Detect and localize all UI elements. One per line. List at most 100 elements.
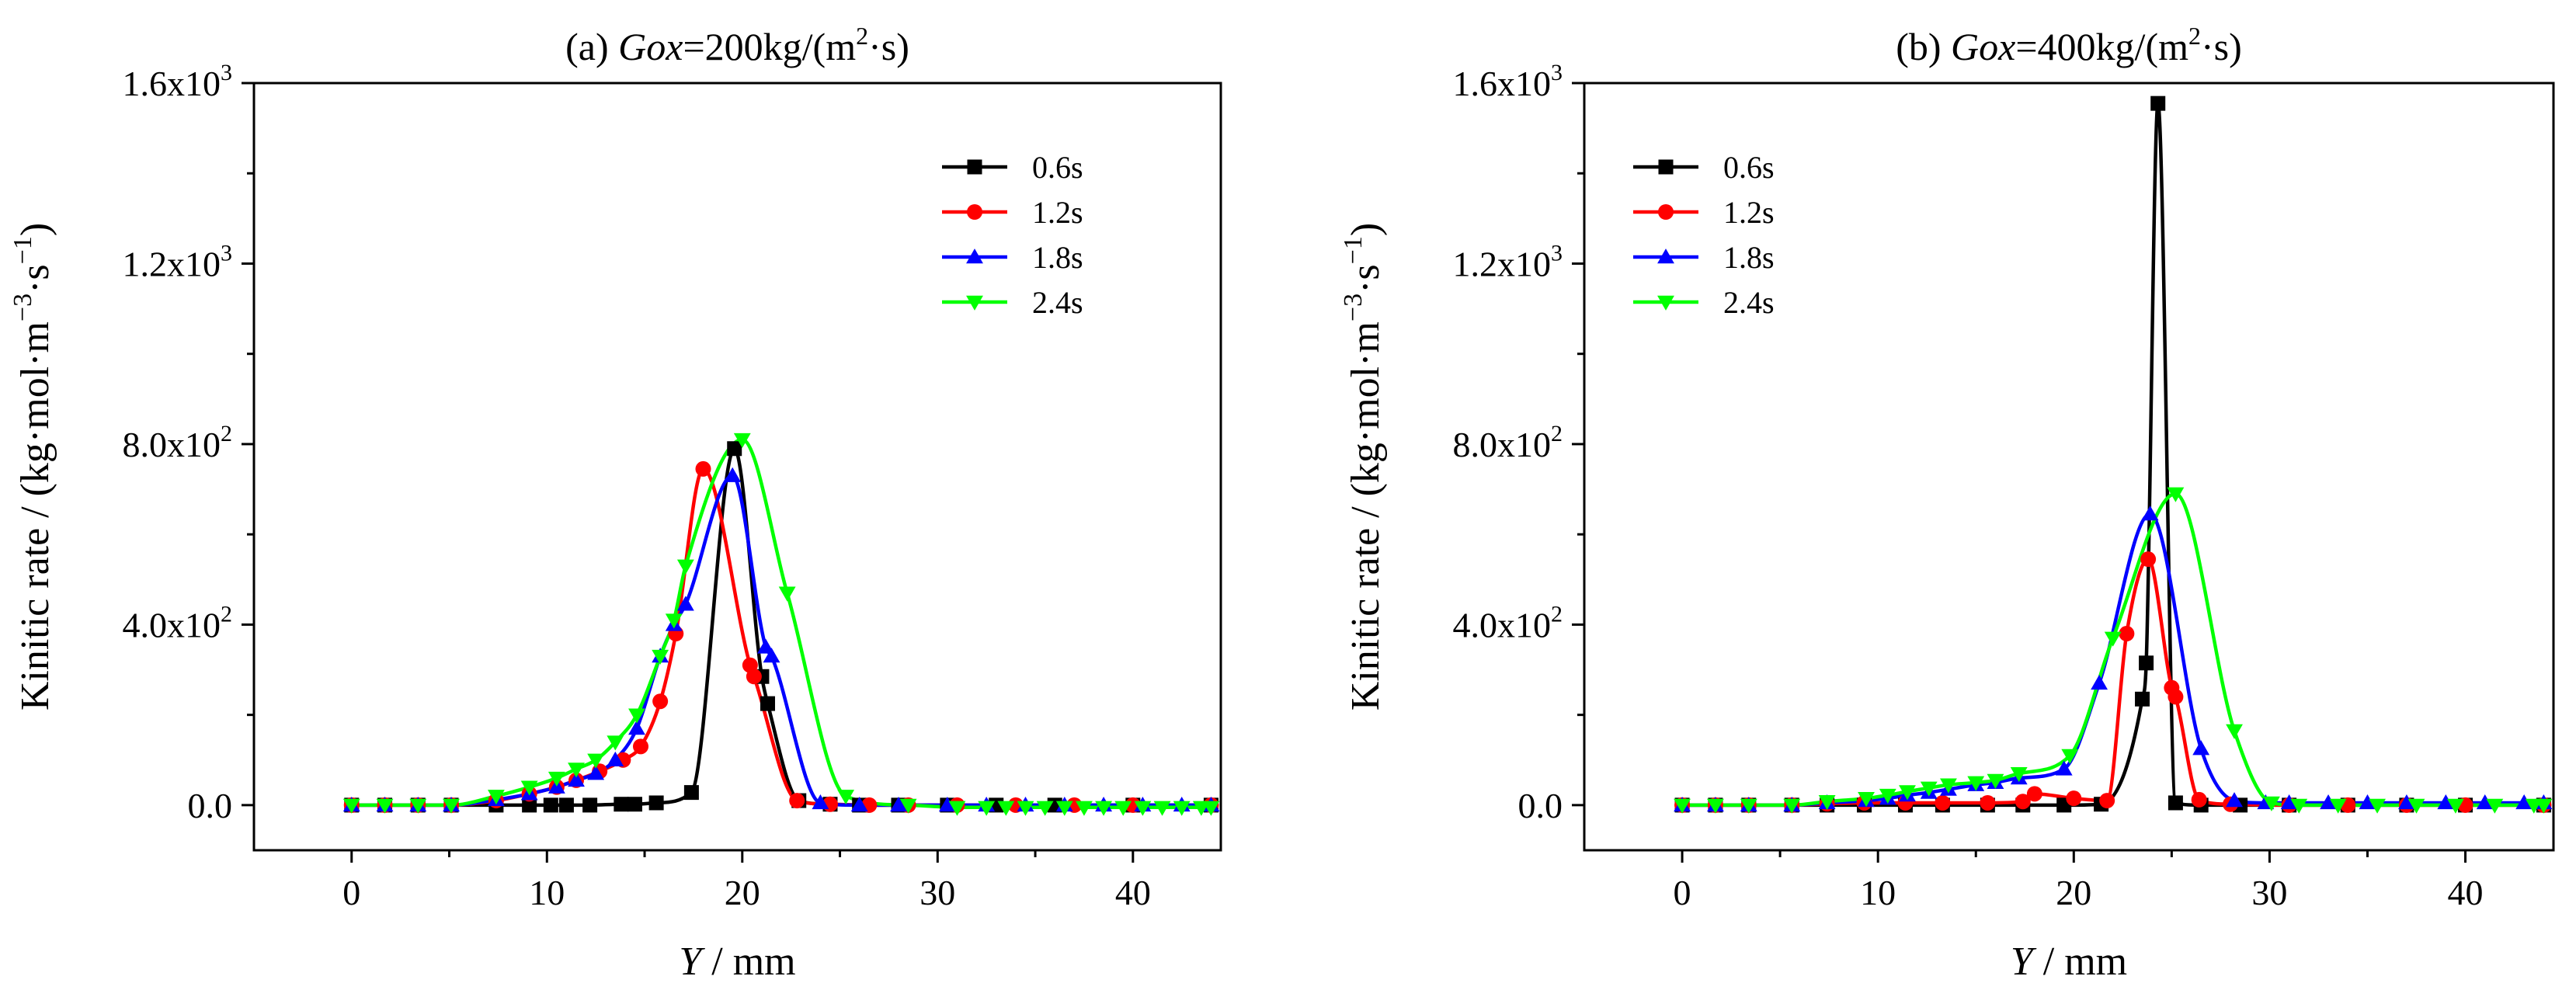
data-point bbox=[1858, 791, 1875, 808]
y-tick-exponent: 2 bbox=[221, 601, 232, 627]
data-point bbox=[757, 638, 774, 654]
data-point bbox=[2280, 794, 2298, 810]
chart-title: (a) Gox=200kg/(m2·s) bbox=[565, 22, 909, 68]
data-point bbox=[727, 441, 742, 457]
data-point bbox=[746, 669, 762, 685]
y-tick-exponent: 2 bbox=[1551, 421, 1563, 446]
data-point bbox=[2026, 786, 2042, 802]
data-point bbox=[997, 801, 1015, 816]
y-axis-label: Kinitic rate / (kg·mol·m−3·s−1) bbox=[9, 223, 57, 710]
data-point bbox=[1818, 795, 1836, 811]
data-point bbox=[582, 797, 598, 813]
y-tick-label: 0.0 bbox=[188, 786, 233, 825]
data-point bbox=[676, 596, 694, 611]
data-point bbox=[376, 798, 394, 814]
data-point bbox=[607, 735, 624, 751]
y-label-superscript: −1 bbox=[1339, 236, 1368, 264]
y-axis-label: Kinitic rate / (kg·mol·m−3·s−1) bbox=[1339, 223, 1388, 710]
legend-marker-0.6s bbox=[1658, 159, 1674, 175]
data-point bbox=[1674, 798, 1691, 814]
data-point bbox=[2369, 798, 2387, 814]
data-point bbox=[1114, 801, 1132, 816]
data-point bbox=[627, 797, 642, 812]
data-point bbox=[2066, 790, 2082, 807]
legend-marker-2.4s bbox=[966, 295, 983, 311]
data-point bbox=[2150, 96, 2166, 111]
data-point bbox=[443, 798, 460, 814]
data-point bbox=[978, 801, 996, 816]
data-point bbox=[628, 708, 645, 724]
data-point bbox=[652, 649, 669, 665]
data-point bbox=[2055, 760, 2073, 776]
y-tick-base: 4.0x10 bbox=[123, 605, 221, 644]
y-label-text: Kinitic rate / (kg·mol·m bbox=[1344, 321, 1388, 710]
legend-label-1.2s: 1.2s bbox=[1032, 195, 1083, 230]
series-points-2.4s bbox=[342, 432, 1220, 816]
data-point bbox=[665, 613, 683, 629]
data-point bbox=[778, 586, 796, 602]
y-label-superscript: −3 bbox=[1339, 294, 1368, 321]
title-equation: =400kg/(m bbox=[2015, 25, 2188, 68]
y-tick-label: 1.2x103 bbox=[123, 240, 233, 283]
x-tick-label: 0 bbox=[1674, 873, 1691, 912]
series-points-1.8s bbox=[1674, 505, 2553, 812]
data-point bbox=[652, 693, 669, 710]
y-tick-exponent: 3 bbox=[221, 60, 232, 85]
y-tick-exponent: 2 bbox=[221, 421, 232, 446]
chart-panel-b: (b) Gox=400kg/(m2·s)0 10 20 30 400.04.0x1028… bbox=[1339, 22, 2555, 984]
legend-label-2.4s: 2.4s bbox=[1032, 285, 1083, 320]
y-tick-exponent: 3 bbox=[221, 240, 232, 266]
x-label-unit: / mm bbox=[2033, 940, 2127, 984]
data-point bbox=[587, 753, 605, 769]
legend-label-0.6s: 0.6s bbox=[1723, 150, 1775, 185]
series-points-0.6s bbox=[1674, 96, 2551, 813]
data-point bbox=[648, 795, 664, 811]
data-point bbox=[2476, 794, 2494, 810]
data-point bbox=[2320, 794, 2337, 810]
title-suffix: ·s) bbox=[2201, 25, 2242, 68]
y-label-superscript: −1 bbox=[9, 236, 37, 264]
data-point bbox=[2010, 767, 2028, 783]
data-point bbox=[633, 738, 648, 755]
data-point bbox=[587, 765, 605, 780]
title-prefix: (a) bbox=[565, 25, 618, 68]
data-point bbox=[850, 796, 868, 812]
x-label-variable: Y bbox=[2011, 940, 2037, 984]
plot-frame bbox=[1583, 82, 2555, 852]
y-tick-label: 1.6x103 bbox=[123, 60, 233, 103]
y-tick-base: 1.6x10 bbox=[123, 64, 221, 103]
legend: 0.6s 1.2s 1.8s 2.4s bbox=[942, 150, 1083, 320]
data-point bbox=[1095, 801, 1113, 816]
y-tick-base: 4.0x10 bbox=[1453, 605, 1552, 644]
y-tick-label: 0.0 bbox=[1518, 786, 1563, 825]
x-label-unit: / mm bbox=[701, 940, 795, 984]
data-point bbox=[342, 798, 360, 814]
y-tick-base: 0.0 bbox=[188, 786, 233, 825]
legend-marker-1.2s bbox=[1658, 204, 1674, 220]
data-point bbox=[543, 797, 558, 813]
x-axis-label: Y / mm bbox=[679, 940, 795, 984]
data-point bbox=[2486, 798, 2504, 814]
legend-label-0.6s: 0.6s bbox=[1032, 150, 1083, 185]
y-tick-label: 8.0x102 bbox=[123, 421, 233, 464]
chart-title: (b) Gox=400kg/(m2·s) bbox=[1896, 22, 2242, 68]
data-point bbox=[1940, 778, 1957, 794]
data-point bbox=[2015, 794, 2031, 810]
x-tick-label: 40 bbox=[1115, 873, 1151, 912]
y-tick-exponent: 3 bbox=[1551, 60, 1563, 85]
series-line-0.6s bbox=[1682, 101, 2544, 808]
data-point bbox=[1706, 798, 1724, 814]
series-line-2.4s bbox=[1682, 492, 2544, 808]
data-point bbox=[1980, 794, 1996, 811]
y-tick-label: 1.2x103 bbox=[1453, 240, 1563, 283]
data-point bbox=[948, 801, 966, 816]
data-point bbox=[724, 467, 742, 482]
y-label-text: Kinitic rate / (kg·mol·m bbox=[13, 321, 57, 710]
data-point bbox=[676, 559, 694, 575]
data-point bbox=[812, 794, 829, 810]
data-point bbox=[2104, 631, 2122, 647]
y-tick-base: 8.0x10 bbox=[1453, 425, 1552, 464]
series-line-0.6s bbox=[351, 446, 1212, 808]
data-point bbox=[522, 797, 537, 813]
data-point bbox=[2099, 793, 2115, 809]
